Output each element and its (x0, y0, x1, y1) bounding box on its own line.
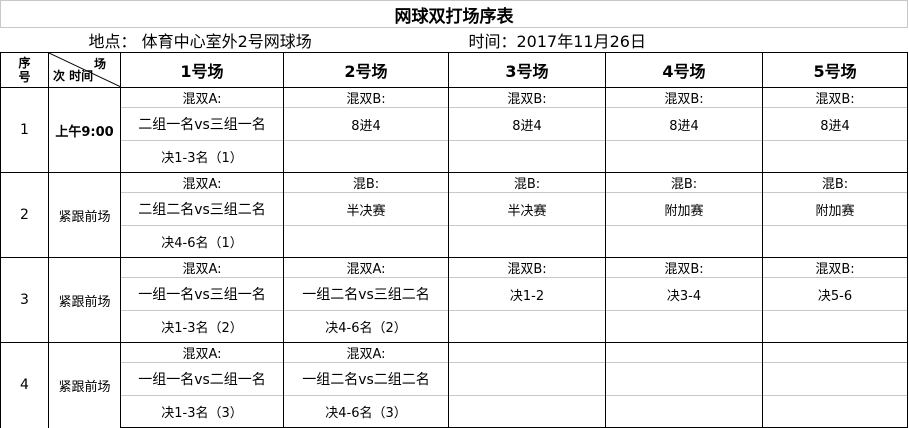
match-cell[interactable]: 混双A: (120, 342, 284, 363)
match-cell[interactable] (605, 395, 763, 428)
table-row: 二组一名vs三组一名 8进4 8进4 8进4 8进4 (1, 107, 909, 141)
match-cell[interactable]: 决4-6名（2） (283, 310, 449, 343)
match-cell[interactable]: 决4-6名（3） (283, 395, 449, 428)
match-cell[interactable] (761, 342, 909, 363)
match-cell[interactable]: 混双A: (120, 87, 284, 108)
match-cell[interactable]: 附加赛 (761, 192, 909, 226)
match-cell[interactable]: 半决赛 (283, 192, 449, 226)
match-cell[interactable] (448, 395, 606, 428)
match-cell[interactable] (761, 395, 909, 428)
match-cell[interactable]: 二组二名vs三组二名 (120, 192, 284, 226)
table-row: 一组一名vs三组一名 一组二名vs三组二名 决1-2 决3-4 决5-6 (1, 277, 909, 311)
match-cell[interactable]: 混双A: (283, 342, 449, 363)
match-cell[interactable]: 混B: (283, 172, 449, 193)
match-cell[interactable]: 混双B: (605, 257, 763, 278)
match-cell[interactable] (448, 342, 606, 363)
match-cell[interactable]: 8进4 (761, 107, 909, 141)
match-cell[interactable]: 决5-6 (761, 277, 909, 311)
match-cell[interactable] (761, 225, 909, 258)
sheet-title[interactable]: 网球双打场序表 (0, 0, 909, 28)
match-cell[interactable] (448, 140, 606, 173)
court-header[interactable]: 3号场 (448, 52, 606, 88)
table-row: 决1-3名（3） 决4-6名（3） (1, 395, 909, 428)
court-header[interactable]: 4号场 (605, 52, 763, 88)
seq-header[interactable]: 序号 (0, 52, 49, 88)
match-cell[interactable]: 混双B: (605, 87, 763, 108)
match-cell[interactable]: 决1-3名（1） (120, 140, 284, 173)
match-cell[interactable] (283, 225, 449, 258)
table-row: 2 紧跟前场 混双A: 混B: 混B: 混B: 混B: (0, 172, 909, 258)
match-cell[interactable] (761, 140, 909, 173)
match-cell[interactable] (448, 310, 606, 343)
table-row: 决1-3名（2） 决4-6名（2） (1, 310, 909, 343)
court-header[interactable]: 2号场 (283, 52, 449, 88)
match-cell[interactable] (605, 342, 763, 363)
match-cell[interactable]: 混双B: (761, 257, 909, 278)
table-row: 3 紧跟前场 混双A: 混双A: 混双B: 混双B: 混双B: (0, 257, 909, 343)
match-cell[interactable]: 一组一名vs二组一名 (120, 362, 284, 396)
time-cell[interactable]: 紧跟前场 (48, 257, 121, 343)
seq-cell[interactable]: 4 (0, 342, 49, 428)
match-cell[interactable]: 混双A: (120, 257, 284, 278)
table-row: 一组一名vs二组一名 一组二名vs二组二名 (1, 362, 909, 396)
match-cell[interactable]: 决3-4 (605, 277, 763, 311)
seq-cell[interactable]: 3 (0, 257, 49, 343)
match-cell[interactable]: 一组二名vs三组二名 (283, 277, 449, 311)
match-cell[interactable]: 混双B: (448, 87, 606, 108)
match-cell[interactable] (448, 225, 606, 258)
court-header[interactable]: 5号场 (761, 52, 909, 88)
match-cell[interactable]: 二组一名vs三组一名 (120, 107, 284, 141)
match-cell[interactable] (605, 362, 763, 396)
match-cell[interactable] (448, 362, 606, 396)
match-cell[interactable]: 一组一名vs三组一名 (120, 277, 284, 311)
date-text[interactable]: 时间：2017年11月26日 (448, 27, 908, 53)
match-cell[interactable]: 混双B: (283, 87, 449, 108)
match-cell[interactable]: 半决赛 (448, 192, 606, 226)
match-cell[interactable] (761, 310, 909, 343)
match-cell[interactable]: 附加赛 (605, 192, 763, 226)
diagonal-header[interactable]: 场 次 时间 (48, 52, 121, 88)
match-cell[interactable]: 8进4 (448, 107, 606, 141)
match-cell[interactable]: 8进4 (283, 107, 449, 141)
match-cell[interactable]: 决1-2 (448, 277, 606, 311)
table-row: 4 紧跟前场 混双A: 混双A: (0, 342, 909, 428)
seq-cell[interactable]: 2 (0, 172, 49, 258)
match-cell[interactable] (605, 140, 763, 173)
time-cell[interactable]: 紧跟前场 (48, 172, 121, 258)
match-cell[interactable] (605, 225, 763, 258)
match-cell[interactable]: 混B: (761, 172, 909, 193)
match-cell[interactable] (761, 362, 909, 396)
diagonal-line (49, 53, 120, 87)
match-cell[interactable]: 决1-3名（2） (120, 310, 284, 343)
diag-bottom-label: 次 时间 (53, 69, 94, 83)
time-cell[interactable]: 紧跟前场 (48, 342, 121, 428)
match-cell[interactable] (283, 140, 449, 173)
match-cell[interactable]: 混双B: (761, 87, 909, 108)
match-cell[interactable]: 混双A: (283, 257, 449, 278)
table-row: 决1-3名（1） (1, 140, 909, 173)
match-cell[interactable] (605, 310, 763, 343)
seq-cell[interactable]: 1 (0, 87, 49, 173)
diag-top-label: 场 (93, 57, 106, 71)
table-row: 二组二名vs三组二名 半决赛 半决赛 附加赛 附加赛 (1, 192, 909, 226)
table-row: 1 上午9:00 混双A: 混双B: 混双B: 混双B: 混双B: (0, 87, 909, 173)
table-row: 决4-6名（1） (1, 225, 909, 258)
match-cell[interactable]: 决1-3名（3） (120, 395, 284, 428)
match-cell[interactable]: 混双A: (120, 172, 284, 193)
match-cell[interactable]: 决4-6名（1） (120, 225, 284, 258)
location-text[interactable]: 地点： 体育中心室外2号网球场 (0, 27, 449, 53)
court-header[interactable]: 1号场 (120, 52, 284, 88)
match-cell[interactable]: 一组二名vs二组二名 (283, 362, 449, 396)
match-cell[interactable]: 混B: (448, 172, 606, 193)
match-cell[interactable]: 8进4 (605, 107, 763, 141)
match-cell[interactable]: 混B: (605, 172, 763, 193)
time-cell[interactable]: 上午9:00 (48, 87, 121, 173)
match-cell[interactable]: 混双B: (448, 257, 606, 278)
